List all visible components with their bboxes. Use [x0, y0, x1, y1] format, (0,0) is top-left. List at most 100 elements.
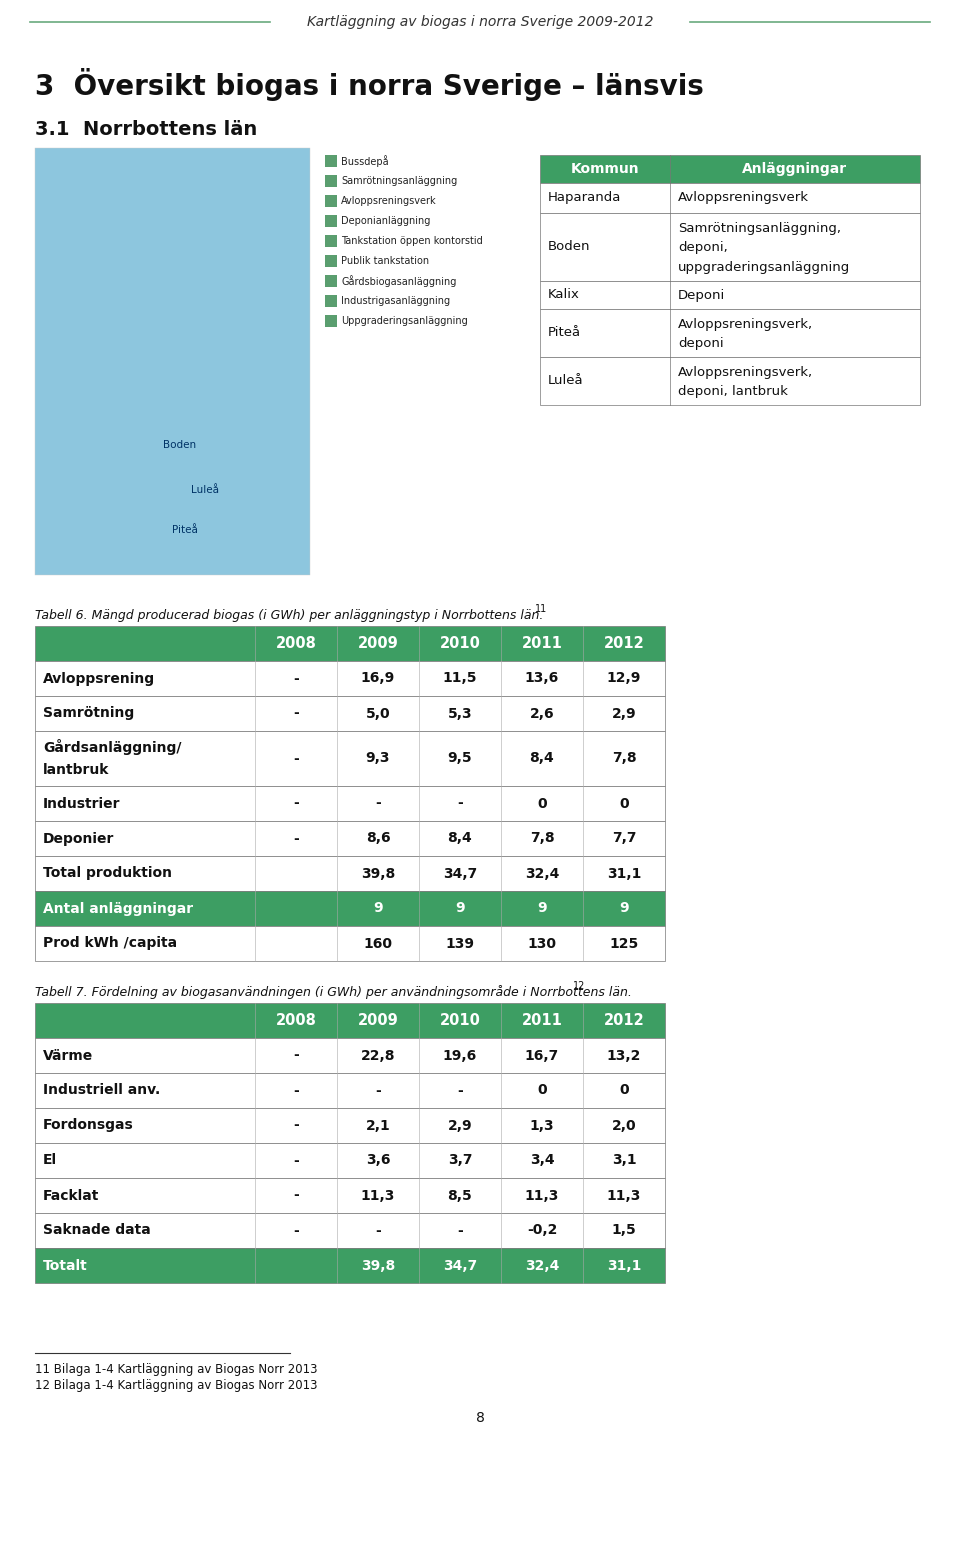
Text: 2,9: 2,9: [447, 1119, 472, 1133]
Text: 1,3: 1,3: [530, 1119, 554, 1133]
Text: -: -: [293, 751, 299, 765]
Text: Totalt: Totalt: [43, 1258, 87, 1272]
Text: 2,0: 2,0: [612, 1119, 636, 1133]
Text: 8: 8: [475, 1412, 485, 1426]
Text: Piteå: Piteå: [548, 327, 581, 340]
Text: -: -: [293, 1224, 299, 1238]
FancyBboxPatch shape: [325, 294, 337, 307]
Text: Uppgraderingsanläggning: Uppgraderingsanläggning: [341, 316, 468, 326]
Text: 11,3: 11,3: [361, 1188, 396, 1202]
Text: Deponier: Deponier: [43, 831, 114, 845]
Text: Boden: Boden: [548, 241, 590, 254]
Text: Kalix: Kalix: [548, 288, 580, 302]
Text: 34,7: 34,7: [443, 1258, 477, 1272]
Text: 0: 0: [619, 1083, 629, 1097]
Text: 39,8: 39,8: [361, 1258, 396, 1272]
FancyBboxPatch shape: [35, 1038, 665, 1074]
Text: Publik tankstation: Publik tankstation: [341, 257, 429, 266]
FancyBboxPatch shape: [35, 786, 665, 822]
Text: Deponi: Deponi: [678, 288, 725, 302]
Text: 2012: 2012: [604, 1013, 644, 1028]
Text: 2008: 2008: [276, 1013, 317, 1028]
Text: 12 Bilaga 1-4 Kartläggning av Biogas Norr 2013: 12 Bilaga 1-4 Kartläggning av Biogas Nor…: [35, 1379, 318, 1393]
FancyBboxPatch shape: [325, 196, 337, 207]
Text: Tabell 6. Mängd producerad biogas (i GWh) per anläggningstyp i Norrbottens län.: Tabell 6. Mängd producerad biogas (i GWh…: [35, 609, 543, 621]
Text: 2011: 2011: [521, 635, 563, 651]
Text: 31,1: 31,1: [607, 867, 641, 881]
Text: 11,5: 11,5: [443, 671, 477, 685]
Text: Prod kWh /capita: Prod kWh /capita: [43, 936, 178, 950]
Text: 7,8: 7,8: [612, 751, 636, 765]
Text: 9: 9: [538, 901, 547, 916]
FancyBboxPatch shape: [325, 275, 337, 286]
Text: Avloppsreningsverk: Avloppsreningsverk: [341, 196, 437, 207]
Text: -: -: [375, 797, 381, 811]
Text: Avloppsreningsverk: Avloppsreningsverk: [678, 191, 809, 205]
Text: -: -: [457, 797, 463, 811]
FancyBboxPatch shape: [35, 926, 665, 961]
Text: deponi,: deponi,: [678, 241, 728, 255]
Text: 13,2: 13,2: [607, 1049, 641, 1063]
Text: 19,6: 19,6: [443, 1049, 477, 1063]
Text: 2,6: 2,6: [530, 706, 554, 720]
Text: Haparanda: Haparanda: [548, 191, 621, 205]
Text: 2,1: 2,1: [366, 1119, 391, 1133]
Text: 8,4: 8,4: [530, 751, 554, 765]
FancyBboxPatch shape: [35, 890, 665, 926]
FancyBboxPatch shape: [325, 255, 337, 268]
FancyBboxPatch shape: [540, 183, 920, 213]
FancyBboxPatch shape: [35, 696, 665, 731]
Text: 11: 11: [535, 604, 547, 613]
Text: 2009: 2009: [358, 1013, 398, 1028]
Text: Värme: Värme: [43, 1049, 93, 1063]
FancyBboxPatch shape: [35, 1247, 665, 1283]
FancyBboxPatch shape: [325, 155, 337, 167]
Text: 3,4: 3,4: [530, 1153, 554, 1167]
FancyBboxPatch shape: [540, 155, 920, 183]
Text: Kartläggning av biogas i norra Sverige 2009-2012: Kartläggning av biogas i norra Sverige 2…: [307, 16, 653, 30]
Text: 139: 139: [445, 936, 474, 950]
Text: Antal anläggningar: Antal anläggningar: [43, 901, 193, 916]
Text: 0: 0: [538, 1083, 547, 1097]
Text: 0: 0: [619, 797, 629, 811]
Text: 8,6: 8,6: [366, 831, 391, 845]
Text: 3.1  Norrbottens län: 3.1 Norrbottens län: [35, 121, 257, 139]
Text: -: -: [293, 797, 299, 811]
Text: -: -: [457, 1083, 463, 1097]
Text: 7,8: 7,8: [530, 831, 554, 845]
Text: -: -: [293, 1153, 299, 1167]
FancyBboxPatch shape: [35, 1108, 665, 1142]
Text: 130: 130: [527, 936, 557, 950]
Text: 2010: 2010: [440, 635, 480, 651]
Text: 32,4: 32,4: [525, 1258, 559, 1272]
Text: Gårdsanläggning/: Gårdsanläggning/: [43, 739, 181, 754]
Text: 11,3: 11,3: [525, 1188, 559, 1202]
Text: El: El: [43, 1153, 58, 1167]
Text: Bussdepå: Bussdepå: [341, 155, 389, 167]
FancyBboxPatch shape: [540, 308, 920, 357]
Text: 39,8: 39,8: [361, 867, 396, 881]
Text: 3,1: 3,1: [612, 1153, 636, 1167]
Text: 8,5: 8,5: [447, 1188, 472, 1202]
Text: 9: 9: [455, 901, 465, 916]
Text: 31,1: 31,1: [607, 1258, 641, 1272]
Text: deponi, lantbruk: deponi, lantbruk: [678, 385, 788, 398]
FancyBboxPatch shape: [35, 1074, 665, 1108]
Text: 2008: 2008: [276, 635, 317, 651]
FancyBboxPatch shape: [35, 149, 310, 574]
Text: -: -: [293, 671, 299, 685]
Text: Avloppsreningsverk,: Avloppsreningsverk,: [678, 318, 813, 330]
Text: 16,7: 16,7: [525, 1049, 559, 1063]
Text: 11,3: 11,3: [607, 1188, 641, 1202]
Text: Samrötningsanläggning: Samrötningsanläggning: [341, 175, 457, 186]
Text: 2,9: 2,9: [612, 706, 636, 720]
FancyBboxPatch shape: [325, 175, 337, 186]
Text: 9: 9: [619, 901, 629, 916]
FancyBboxPatch shape: [540, 282, 920, 308]
FancyBboxPatch shape: [35, 660, 665, 696]
Text: -: -: [293, 1049, 299, 1063]
Text: Facklat: Facklat: [43, 1188, 100, 1202]
Text: Industriell anv.: Industriell anv.: [43, 1083, 160, 1097]
FancyBboxPatch shape: [540, 213, 920, 282]
Text: Piteå: Piteå: [172, 524, 198, 535]
